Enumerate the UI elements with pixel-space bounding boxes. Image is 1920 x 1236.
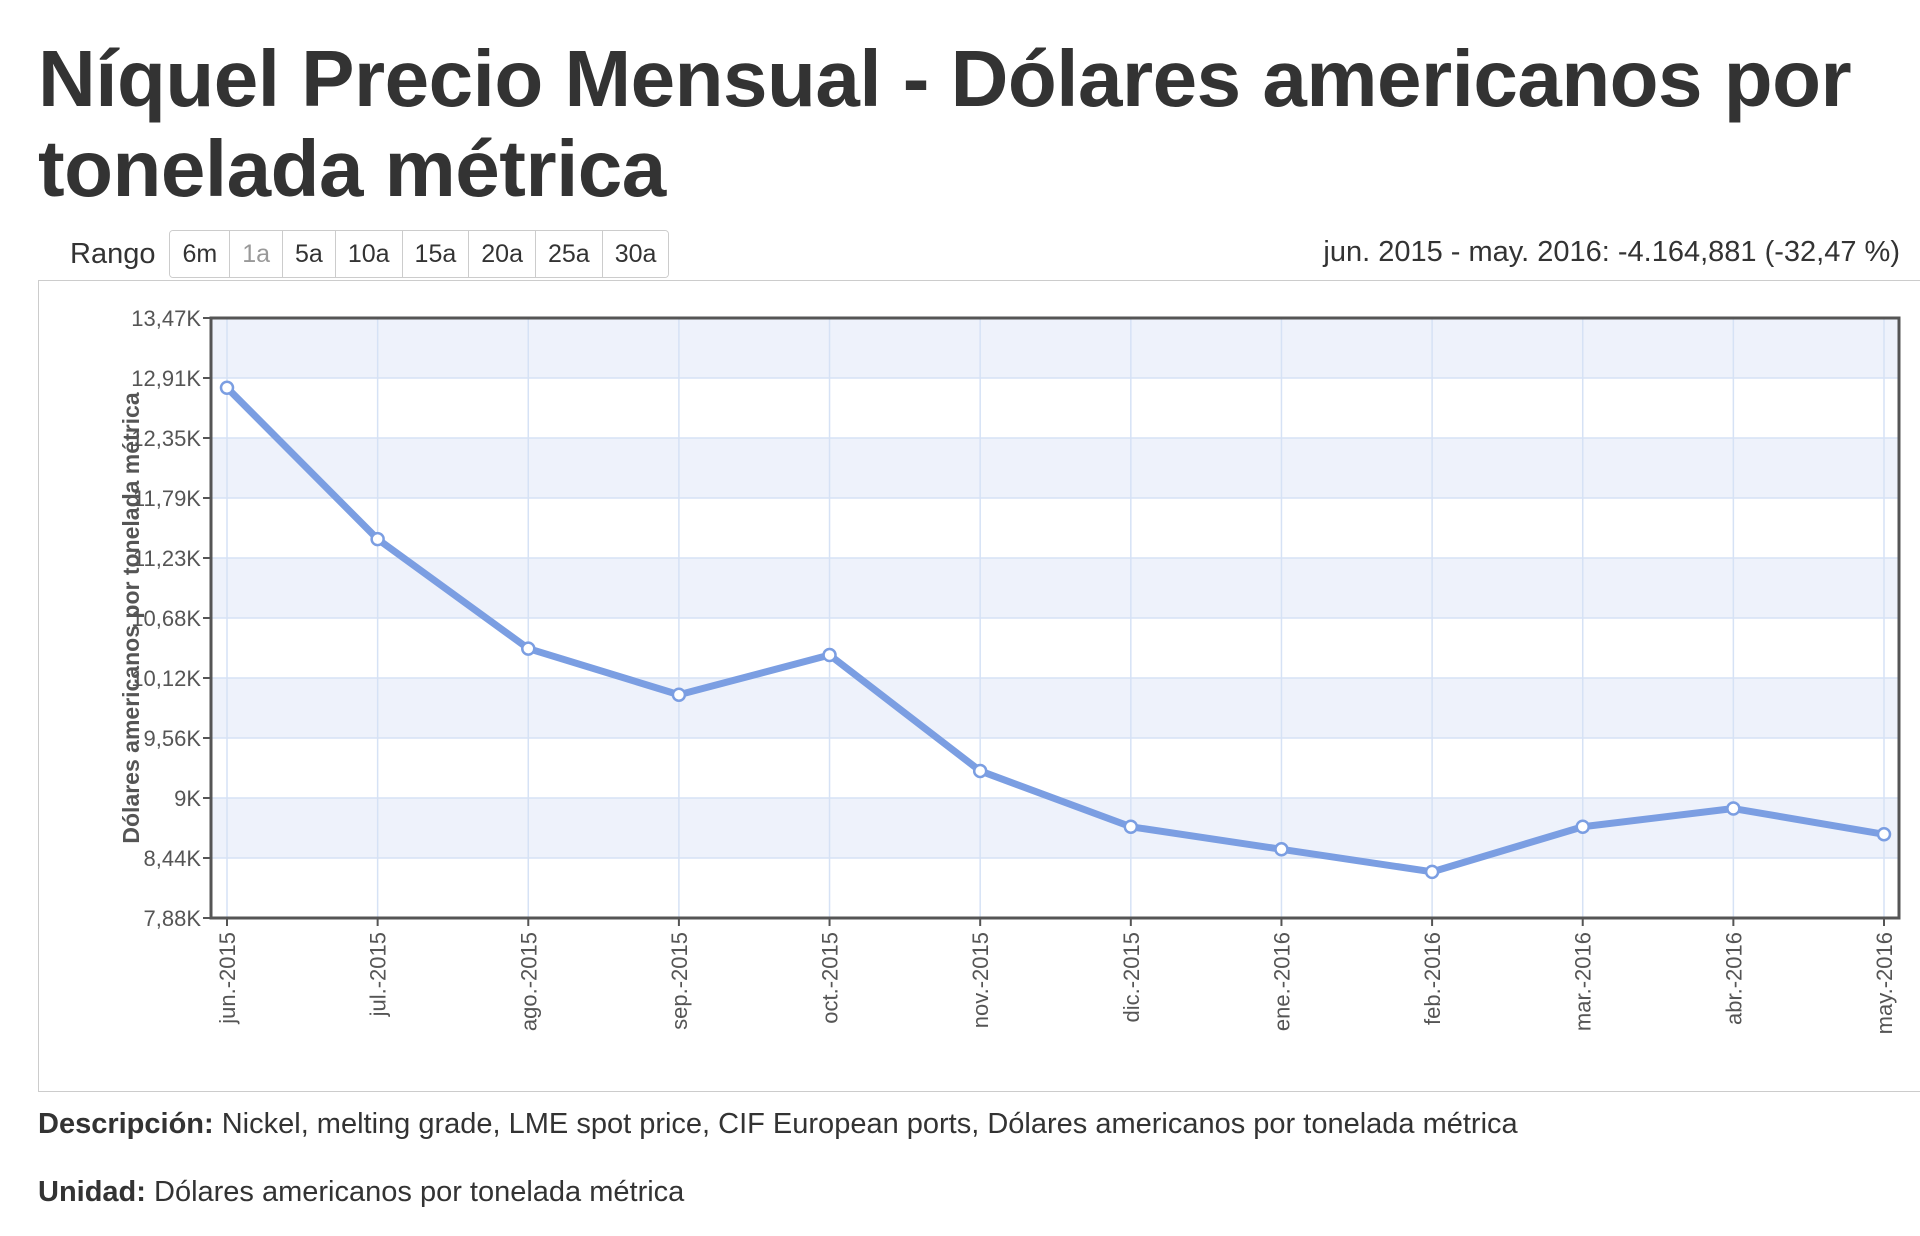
change-summary: jun. 2015 - may. 2016: -4.164,881 (-32,4…	[1323, 236, 1900, 268]
x-tick-label: feb.-2016	[1420, 932, 1445, 1025]
description-text: Nickel, melting grade, LME spot price, C…	[221, 1108, 1518, 1140]
y-tick-label: 11,79K	[133, 486, 201, 511]
range-button-30a[interactable]: 30a	[602, 231, 669, 277]
x-tick-label: mar.-2016	[1571, 932, 1596, 1031]
unit-text: Dólares americanos por tonelada métrica	[154, 1176, 685, 1208]
chart-container: 7,88K 8,44K 9K 9,56K 10,12K 10,68K 11,23K 11,79…	[38, 280, 1920, 1092]
plot-band	[211, 558, 1899, 618]
range-button-6m[interactable]: 6m	[170, 231, 231, 277]
range-button-15a[interactable]: 15a	[402, 231, 470, 277]
x-tick-label: ago.-2015	[516, 932, 541, 1031]
data-point[interactable]	[671, 687, 687, 702]
data-point[interactable]	[219, 380, 235, 396]
unit-line: Unidad: Dólares americanos por tonelada …	[38, 1176, 684, 1209]
range-button-25a[interactable]: 25a	[535, 231, 603, 277]
x-tick-label: nov.-2015	[968, 932, 993, 1028]
series-line	[223, 384, 1888, 876]
range-button-group: 6m 1a 5a 10a 15a 20a 25a 30a	[169, 230, 670, 278]
data-point[interactable]	[370, 531, 385, 547]
data-point[interactable]	[1123, 819, 1139, 835]
plot-band	[211, 438, 1899, 498]
y-tick-label: 12,91K	[131, 366, 201, 391]
plot-band	[211, 318, 1899, 378]
description-line: Descripción: Nickel, melting grade, LME …	[38, 1108, 1518, 1141]
plot-frame	[209, 316, 1901, 920]
page-title: Níquel Precio Mensual - Dólares american…	[38, 34, 1852, 213]
y-tick-label: 9K	[174, 786, 201, 811]
x-tick-label: abr.-2016	[1721, 932, 1746, 1025]
y-tick-label: 13,47K	[131, 306, 201, 331]
x-tick-label: dic.-2015	[1119, 932, 1144, 1023]
data-point[interactable]	[521, 641, 536, 656]
data-point[interactable]	[1575, 819, 1590, 835]
y-axis-title: Dólares americanos por tonelada métrica	[118, 392, 144, 843]
x-tick-label: oct.-2015	[818, 932, 843, 1024]
x-tick-label: jun.-2015	[215, 932, 240, 1025]
range-button-10a[interactable]: 10a	[335, 231, 403, 277]
y-tick-label: 7,88K	[144, 906, 202, 931]
description-label: Descripción:	[38, 1108, 214, 1140]
range-label: Rango	[70, 237, 156, 270]
plot-band	[211, 798, 1899, 858]
range-button-1a[interactable]: 1a	[230, 231, 284, 277]
y-tick-label: 8,44K	[144, 846, 202, 871]
data-point[interactable]	[822, 647, 837, 663]
data-point[interactable]	[1424, 864, 1440, 880]
price-line-chart: 7,88K 8,44K 9K 9,56K 10,12K 10,68K 11,23K 11,79…	[118, 306, 1901, 1034]
x-tick-label: may.-2016	[1872, 932, 1897, 1034]
x-tick-label: ene.-2016	[1269, 932, 1294, 1031]
data-point[interactable]	[1726, 801, 1741, 816]
data-point[interactable]	[972, 763, 988, 779]
y-tick-label: 11,23K	[133, 546, 201, 571]
y-tick-label: 12,35K	[131, 426, 201, 451]
range-button-5a[interactable]: 5a	[283, 231, 336, 277]
x-tick-label: jul.-2015	[366, 932, 391, 1017]
y-tick-label: 9,56K	[144, 726, 202, 751]
unit-label: Unidad:	[38, 1176, 146, 1208]
data-point[interactable]	[1274, 842, 1289, 857]
data-point[interactable]	[1876, 827, 1892, 842]
plot-band	[211, 678, 1899, 738]
y-tick-label: 10,68K	[131, 606, 201, 631]
x-tick-label: sep.-2015	[667, 932, 692, 1030]
range-button-20a[interactable]: 20a	[469, 231, 536, 277]
y-tick-label: 10,12K	[131, 666, 201, 691]
range-selector: Rango 6m 1a 5a 10a 15a 20a 25a 30a	[70, 230, 670, 278]
